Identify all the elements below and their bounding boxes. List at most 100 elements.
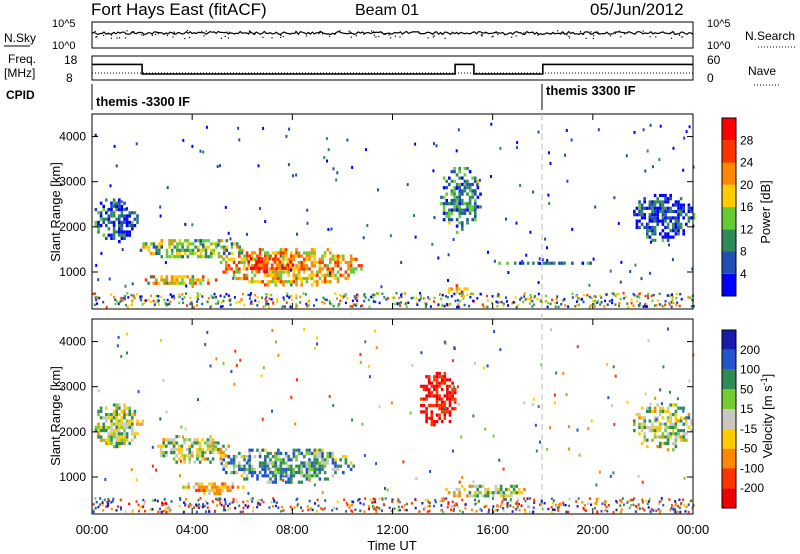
noise-search-point xyxy=(427,37,429,39)
velocity-cell xyxy=(269,461,272,465)
velocity-cell xyxy=(103,498,106,502)
power-cell xyxy=(617,292,620,296)
power-cell xyxy=(468,205,472,209)
velocity-cell xyxy=(97,413,100,417)
velocity-cell xyxy=(488,508,491,512)
power-cell xyxy=(640,209,644,214)
velocity-cell xyxy=(455,487,459,492)
power-cell xyxy=(165,304,168,307)
power-cell xyxy=(669,209,672,214)
power-cell xyxy=(186,275,189,279)
velocity-cell xyxy=(102,422,105,426)
power-cell xyxy=(646,206,649,210)
power-cell xyxy=(308,251,311,255)
velocity-cell xyxy=(345,502,348,505)
velocity-cell xyxy=(242,506,245,510)
power-cell xyxy=(212,251,216,256)
power-cell xyxy=(325,137,328,141)
velocity-cell xyxy=(206,330,209,334)
power-cell xyxy=(243,257,246,261)
velocity-cell xyxy=(269,451,272,455)
velocity-cell xyxy=(549,426,552,430)
power-cell xyxy=(453,166,456,171)
power-cell xyxy=(466,166,469,171)
velocity-cell xyxy=(206,502,209,505)
power-cell xyxy=(131,299,134,303)
velocity-cell xyxy=(506,503,509,507)
power-cell xyxy=(339,267,342,271)
noise-search-point xyxy=(305,35,307,37)
power-cell xyxy=(241,248,244,252)
power-cell xyxy=(125,220,129,224)
velocity-cell xyxy=(372,501,375,504)
power-cell xyxy=(595,301,598,305)
velocity-cell xyxy=(112,435,116,439)
power-cell xyxy=(110,214,113,218)
velocity-cell xyxy=(674,504,677,507)
power-cell xyxy=(578,303,580,307)
velocity-cell xyxy=(295,455,298,459)
velocity-cell xyxy=(655,418,658,421)
power-cell xyxy=(316,260,319,265)
power-cell xyxy=(640,216,644,220)
power-cell xyxy=(646,229,649,233)
velocity-cell xyxy=(687,510,690,514)
power-cell xyxy=(168,245,171,249)
velocity-cell xyxy=(440,410,444,414)
power-cell xyxy=(217,239,221,243)
velocity-cell xyxy=(349,461,353,465)
velocity-cell xyxy=(499,348,502,352)
power-cell xyxy=(599,294,602,297)
power-cell xyxy=(513,301,516,304)
velocity-cell xyxy=(656,403,659,407)
power-cell xyxy=(455,218,459,222)
velocity-cell xyxy=(115,438,118,442)
power-cell xyxy=(468,189,472,193)
x-tick-label: 20:00 xyxy=(577,522,610,537)
velocity-cell xyxy=(97,435,100,439)
freq-trace xyxy=(92,63,693,75)
velocity-cell xyxy=(159,507,161,511)
velocity-cell xyxy=(227,444,230,448)
power-cell xyxy=(323,280,327,284)
power-cell xyxy=(296,232,298,236)
power-cell xyxy=(450,202,454,206)
velocity-cell xyxy=(159,417,162,421)
velocity-cell xyxy=(277,471,280,475)
velocity-cell xyxy=(221,482,224,486)
power-cell xyxy=(247,263,250,267)
noise-search-point xyxy=(350,31,352,33)
power-cell xyxy=(524,298,527,301)
power-cell xyxy=(217,251,221,256)
power-cell xyxy=(276,297,279,301)
velocity-cell xyxy=(123,429,126,433)
power-cell xyxy=(463,202,467,206)
velocity-cell xyxy=(676,510,679,514)
velocity-cell xyxy=(115,441,118,445)
velocity-cell xyxy=(638,507,641,510)
power-cell xyxy=(416,301,419,305)
power-cell xyxy=(623,297,626,300)
velocity-cell xyxy=(655,509,658,512)
velocity-cell xyxy=(252,506,255,510)
power-cell xyxy=(165,248,169,252)
velocity-cell xyxy=(559,502,561,505)
velocity-cell xyxy=(435,371,439,376)
power-cell xyxy=(196,248,200,252)
power-cell xyxy=(672,301,675,305)
power-cell xyxy=(599,303,602,306)
power-cell xyxy=(172,294,175,298)
power-cell xyxy=(250,257,253,261)
velocity-cell xyxy=(300,467,303,471)
power-cell xyxy=(537,292,540,296)
velocity-cell xyxy=(584,504,586,507)
velocity-cell xyxy=(172,457,176,461)
velocity-cell xyxy=(305,451,309,455)
noise-search-point xyxy=(110,37,112,39)
power-cell xyxy=(675,296,678,300)
noise-search-point xyxy=(111,34,113,36)
noise-search-point xyxy=(649,36,651,38)
velocity-cell xyxy=(430,381,434,385)
power-cell xyxy=(222,270,225,274)
power-cell xyxy=(152,299,155,303)
